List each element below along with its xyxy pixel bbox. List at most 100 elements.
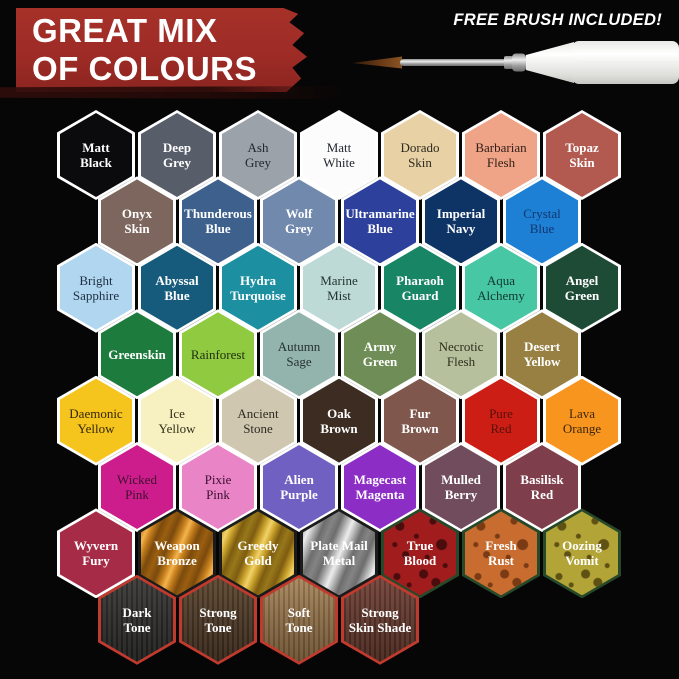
hex-swatch-label: Pharaoh Guard [396, 272, 444, 303]
hex-swatch-label: Pure Red [489, 405, 513, 436]
hex-swatch-imperial-navy: Imperial Navy [422, 176, 500, 267]
hex-swatch-basilisk-red: Basilisk Red [503, 442, 581, 532]
hex-swatch-colour: Onyx Skin [101, 179, 173, 264]
page-title-line2: OF COLOURS [32, 50, 257, 87]
hex-swatch-colour: Plate Mail Metal [303, 511, 375, 596]
hex-swatch-label: Ancient Stone [237, 405, 279, 436]
hex-swatch-colour: Crystal Blue [506, 179, 578, 264]
hex-swatch-oozing-vomit: Oozing Vomit [543, 508, 621, 599]
hex-swatch-label: Topaz Skin [565, 140, 599, 170]
hex-swatch-colour: Wyvern Fury [60, 511, 132, 596]
hex-swatch-label: Mulled Berry [441, 472, 481, 502]
hex-swatch-label: Plate Mail Metal [310, 538, 368, 569]
hex-swatch-label: Bright Sapphire [72, 272, 120, 303]
banner-paint-smear [0, 86, 348, 99]
hex-swatch-colour: Basilisk Red [506, 445, 578, 529]
hex-swatch-colour: Army Green [344, 312, 416, 397]
hex-swatch-label: Wyvern Fury [73, 538, 119, 569]
brush-ferrule-ring-small [504, 56, 513, 69]
hex-swatch-colour: Desert Yellow [506, 312, 578, 397]
hex-swatch-label: Matt White [323, 140, 355, 170]
hex-swatch-desert-yellow: Desert Yellow [503, 309, 581, 400]
hex-swatch-dorado-skin: Dorado Skin [381, 110, 459, 200]
hex-swatch-strong-skin-shade: Strong Skin Shade [341, 574, 419, 665]
hex-swatch-label: Abyssal Blue [155, 272, 199, 303]
hex-swatch-colour: Pure Red [465, 378, 537, 463]
hex-swatch-label: Weapon Bronze [154, 538, 200, 569]
hex-swatch-label: Greedy Gold [237, 538, 279, 569]
hex-swatch-label: Autumn Sage [277, 339, 321, 370]
hex-swatch-colour: Weapon Bronze [141, 511, 213, 596]
hex-swatch-colour: Matt White [303, 113, 375, 197]
hex-swatch-colour: Deep Grey [141, 113, 213, 197]
hex-swatch-colour: Hydra Turquoise [222, 245, 294, 330]
hex-swatch-label: Aqua Alchemy [477, 272, 525, 303]
hex-swatch-wyvern-fury: Wyvern Fury [57, 508, 135, 599]
hex-swatch-label: Oozing Vomit [562, 538, 602, 569]
hex-swatch-label: Basilisk Red [520, 472, 564, 502]
hex-swatch-label: True Blood [403, 538, 437, 569]
hex-swatch-label: Dark Tone [122, 604, 152, 635]
hex-swatch-label: Alien Purple [280, 472, 318, 502]
hex-swatch-colour: True Blood [384, 511, 456, 596]
hex-swatch-colour: Fresh Rust [465, 511, 537, 596]
brush-handle-cone [526, 42, 574, 83]
hex-swatch-fresh-rust: Fresh Rust [462, 508, 540, 599]
hex-swatch-true-blood: True Blood [381, 508, 459, 599]
hex-swatch-colour: Thunderous Blue [182, 179, 254, 264]
brush-bristles [352, 56, 402, 69]
hex-swatch-label: Marine Mist [320, 272, 358, 303]
hex-swatch-daemonic-yellow: Daemonic Yellow [57, 375, 135, 466]
hex-swatch-label: Matt Black [80, 140, 112, 170]
hex-swatch-strong-tone: Strong Tone [179, 574, 257, 665]
hex-swatch-label: Oak Brown [320, 405, 358, 436]
hex-swatch-army-green: Army Green [341, 309, 419, 400]
hex-swatch-label: Fur Brown [401, 405, 439, 436]
hex-swatch-colour: Marine Mist [303, 245, 375, 330]
hex-swatch-label: Desert Yellow [523, 339, 561, 370]
hex-swatch-label: Strong Skin Shade [348, 604, 412, 635]
hex-swatch-label: Necrotic Flesh [438, 339, 484, 370]
hex-swatch-label: Ash Grey [245, 140, 271, 170]
hex-swatch-colour: Alien Purple [263, 445, 335, 529]
hex-swatch-colour: Oozing Vomit [546, 511, 618, 596]
hex-swatch-colour: Autumn Sage [263, 312, 335, 397]
hex-swatch-colour: Strong Skin Shade [344, 577, 416, 662]
hex-swatch-label: Pixie Pink [204, 472, 232, 502]
hex-swatch-colour: Ultramarine Blue [344, 179, 416, 264]
hex-swatch-hydra-turquoise: Hydra Turquoise [219, 242, 297, 333]
hex-swatch-colour: Wolf Grey [263, 179, 335, 264]
hex-swatch-colour: Magecast Magenta [344, 445, 416, 529]
paint-brush-image [352, 41, 679, 84]
hex-swatch-dark-tone: Dark Tone [98, 574, 176, 665]
hex-swatch-colour: Greenskin [101, 312, 173, 397]
hex-swatch-colour: Mulled Berry [425, 445, 497, 529]
hex-swatch-label: Angel Green [564, 272, 600, 303]
hex-swatch-colour: Daemonic Yellow [60, 378, 132, 463]
hex-swatch-soft-tone: Soft Tone [260, 574, 338, 665]
hex-swatch-label: Deep Grey [162, 140, 192, 170]
hex-swatch-colour: Strong Tone [182, 577, 254, 662]
hex-swatch-alien-purple: Alien Purple [260, 442, 338, 532]
hex-swatch-label: Thunderous Blue [184, 206, 252, 237]
hex-swatch-bright-sapphire: Bright Sapphire [57, 242, 135, 333]
page-title: GREAT MIX OF COLOURS [32, 12, 257, 88]
hex-swatch-colour: Dorado Skin [384, 113, 456, 197]
hex-swatch-colour: Greedy Gold [222, 511, 294, 596]
hex-swatch-label: Ice Yellow [158, 405, 196, 436]
hex-swatch-colour: Imperial Navy [425, 179, 497, 264]
free-brush-badge: FREE BRUSH INCLUDED! [453, 11, 662, 29]
hex-swatch-colour: Dark Tone [101, 577, 173, 662]
hex-swatch-label: Wicked Pink [117, 472, 157, 502]
hex-swatch-colour: Pharaoh Guard [384, 245, 456, 330]
brush-ferrule-ring-large [512, 53, 526, 72]
brush-stem [400, 59, 508, 66]
hex-swatch-angel-green: Angel Green [543, 242, 621, 333]
title-banner-brushstroke [16, 8, 308, 92]
hex-swatch-label: Ultramarine Blue [345, 206, 415, 237]
hex-swatch-label: Lava Orange [562, 405, 602, 436]
page-title-line1: GREAT MIX [32, 12, 218, 49]
hex-swatch-colour: Necrotic Flesh [425, 312, 497, 397]
hex-swatch-colour: Oak Brown [303, 378, 375, 463]
